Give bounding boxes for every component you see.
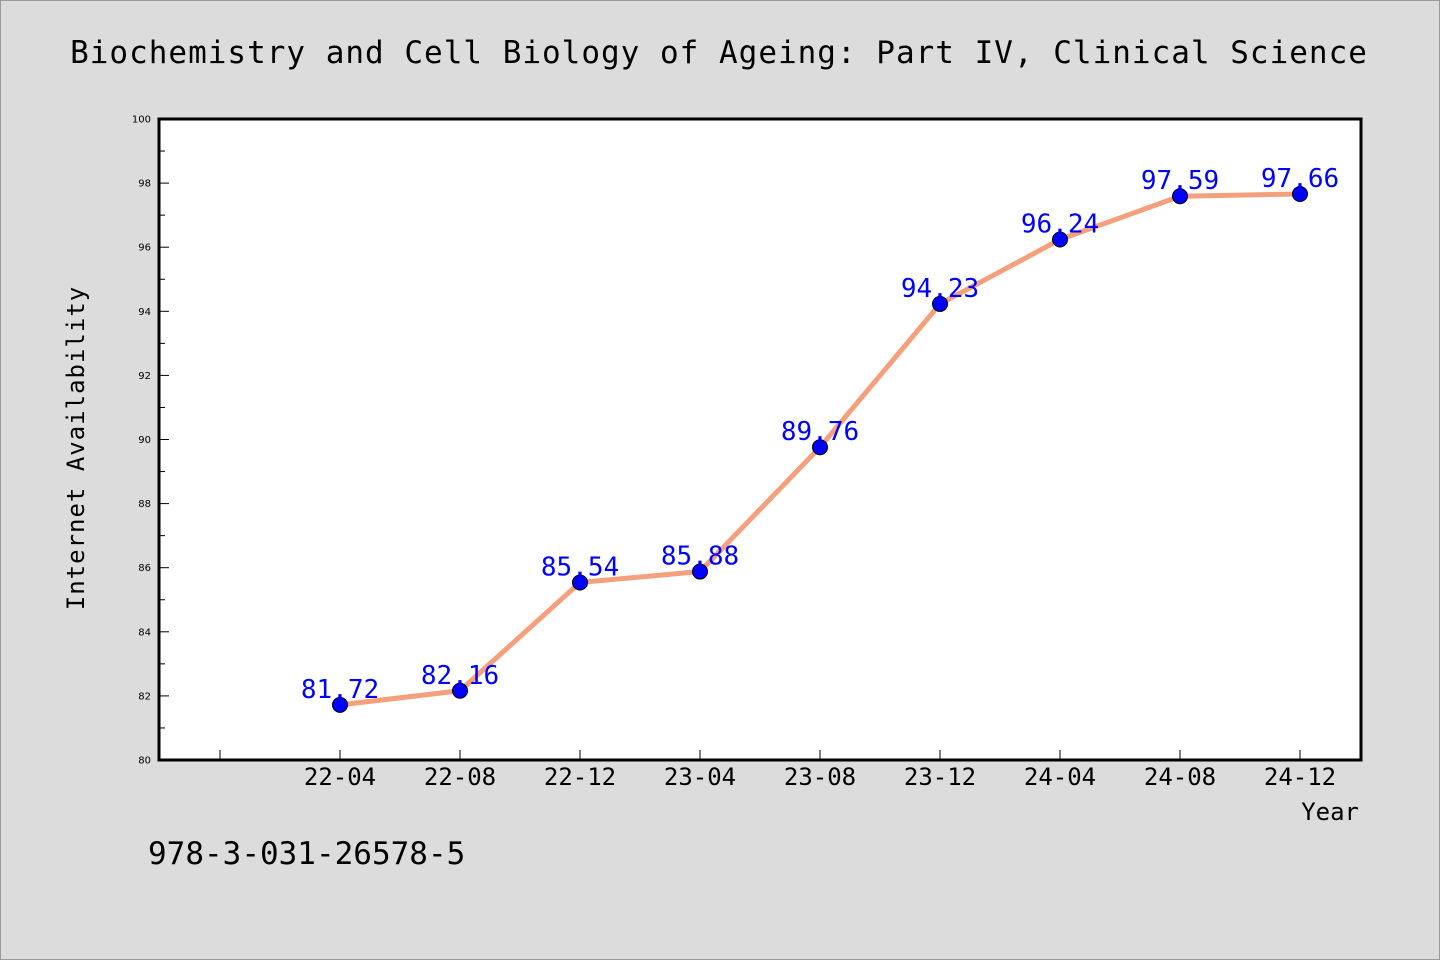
x-tick-label: 22-04 [304,763,376,791]
data-point [452,682,468,699]
x-axis-label: Year [1301,798,1359,826]
y-tick-label: 82 [138,691,151,702]
y-axis: 80 82 84 86 88 90 92 94 96 98 100 [132,115,169,767]
data-point [932,295,948,312]
data-point [1052,231,1068,248]
y-tick-label: 98 [138,179,151,190]
data-point [572,574,588,591]
x-axis: 22-04 22-08 22-12 23-04 23-08 23-12 24-04 24-08… [219,750,1336,791]
data-label: 97.66 [1261,164,1339,194]
x-tick-label: 24-08 [1144,763,1216,791]
data-label: 97.59 [1141,166,1219,196]
data-label: 85.54 [541,552,619,582]
markers-group [332,185,1308,713]
data-labels-group: 81.72 82.16 85.54 85.88 89.76 94.23 96.24 97.59… [301,164,1339,705]
y-tick-label: 100 [132,115,151,126]
data-label: 81.72 [301,675,379,705]
y-tick-label: 86 [138,563,151,574]
y-axis-label: Internet Availability [62,286,90,610]
data-point [692,563,708,580]
x-tick-label: 23-12 [904,763,976,791]
data-label: 82.16 [421,661,499,691]
y-tick-label: 94 [138,307,151,318]
data-point [1292,185,1308,202]
data-point [1172,188,1188,205]
x-tick-label: 22-12 [544,763,616,791]
data-point [812,439,828,456]
y-tick-label: 92 [138,371,151,382]
y-tick-label: 88 [138,499,151,510]
x-tick-label: 24-12 [1264,763,1336,791]
data-point [332,696,348,713]
data-label: 85.88 [661,542,739,572]
y-tick-label: 84 [138,627,151,638]
data-label: 96.24 [1021,210,1099,240]
x-tick-label: 23-04 [664,763,736,791]
y-tick-label: 96 [138,243,151,254]
chart-title: Biochemistry and Cell Biology of Ageing:… [70,35,1368,71]
isbn-text: 978-3-031-26578-5 [148,836,465,872]
y-tick-label: 90 [138,435,151,446]
data-label: 89.76 [781,417,859,447]
x-tick-label: 23-08 [784,763,856,791]
x-tick-label: 22-08 [424,763,496,791]
plot-area [157,117,1363,762]
y-tick-label: 80 [138,756,151,767]
data-label: 94.23 [901,274,979,304]
x-tick-label: 24-04 [1024,763,1096,791]
